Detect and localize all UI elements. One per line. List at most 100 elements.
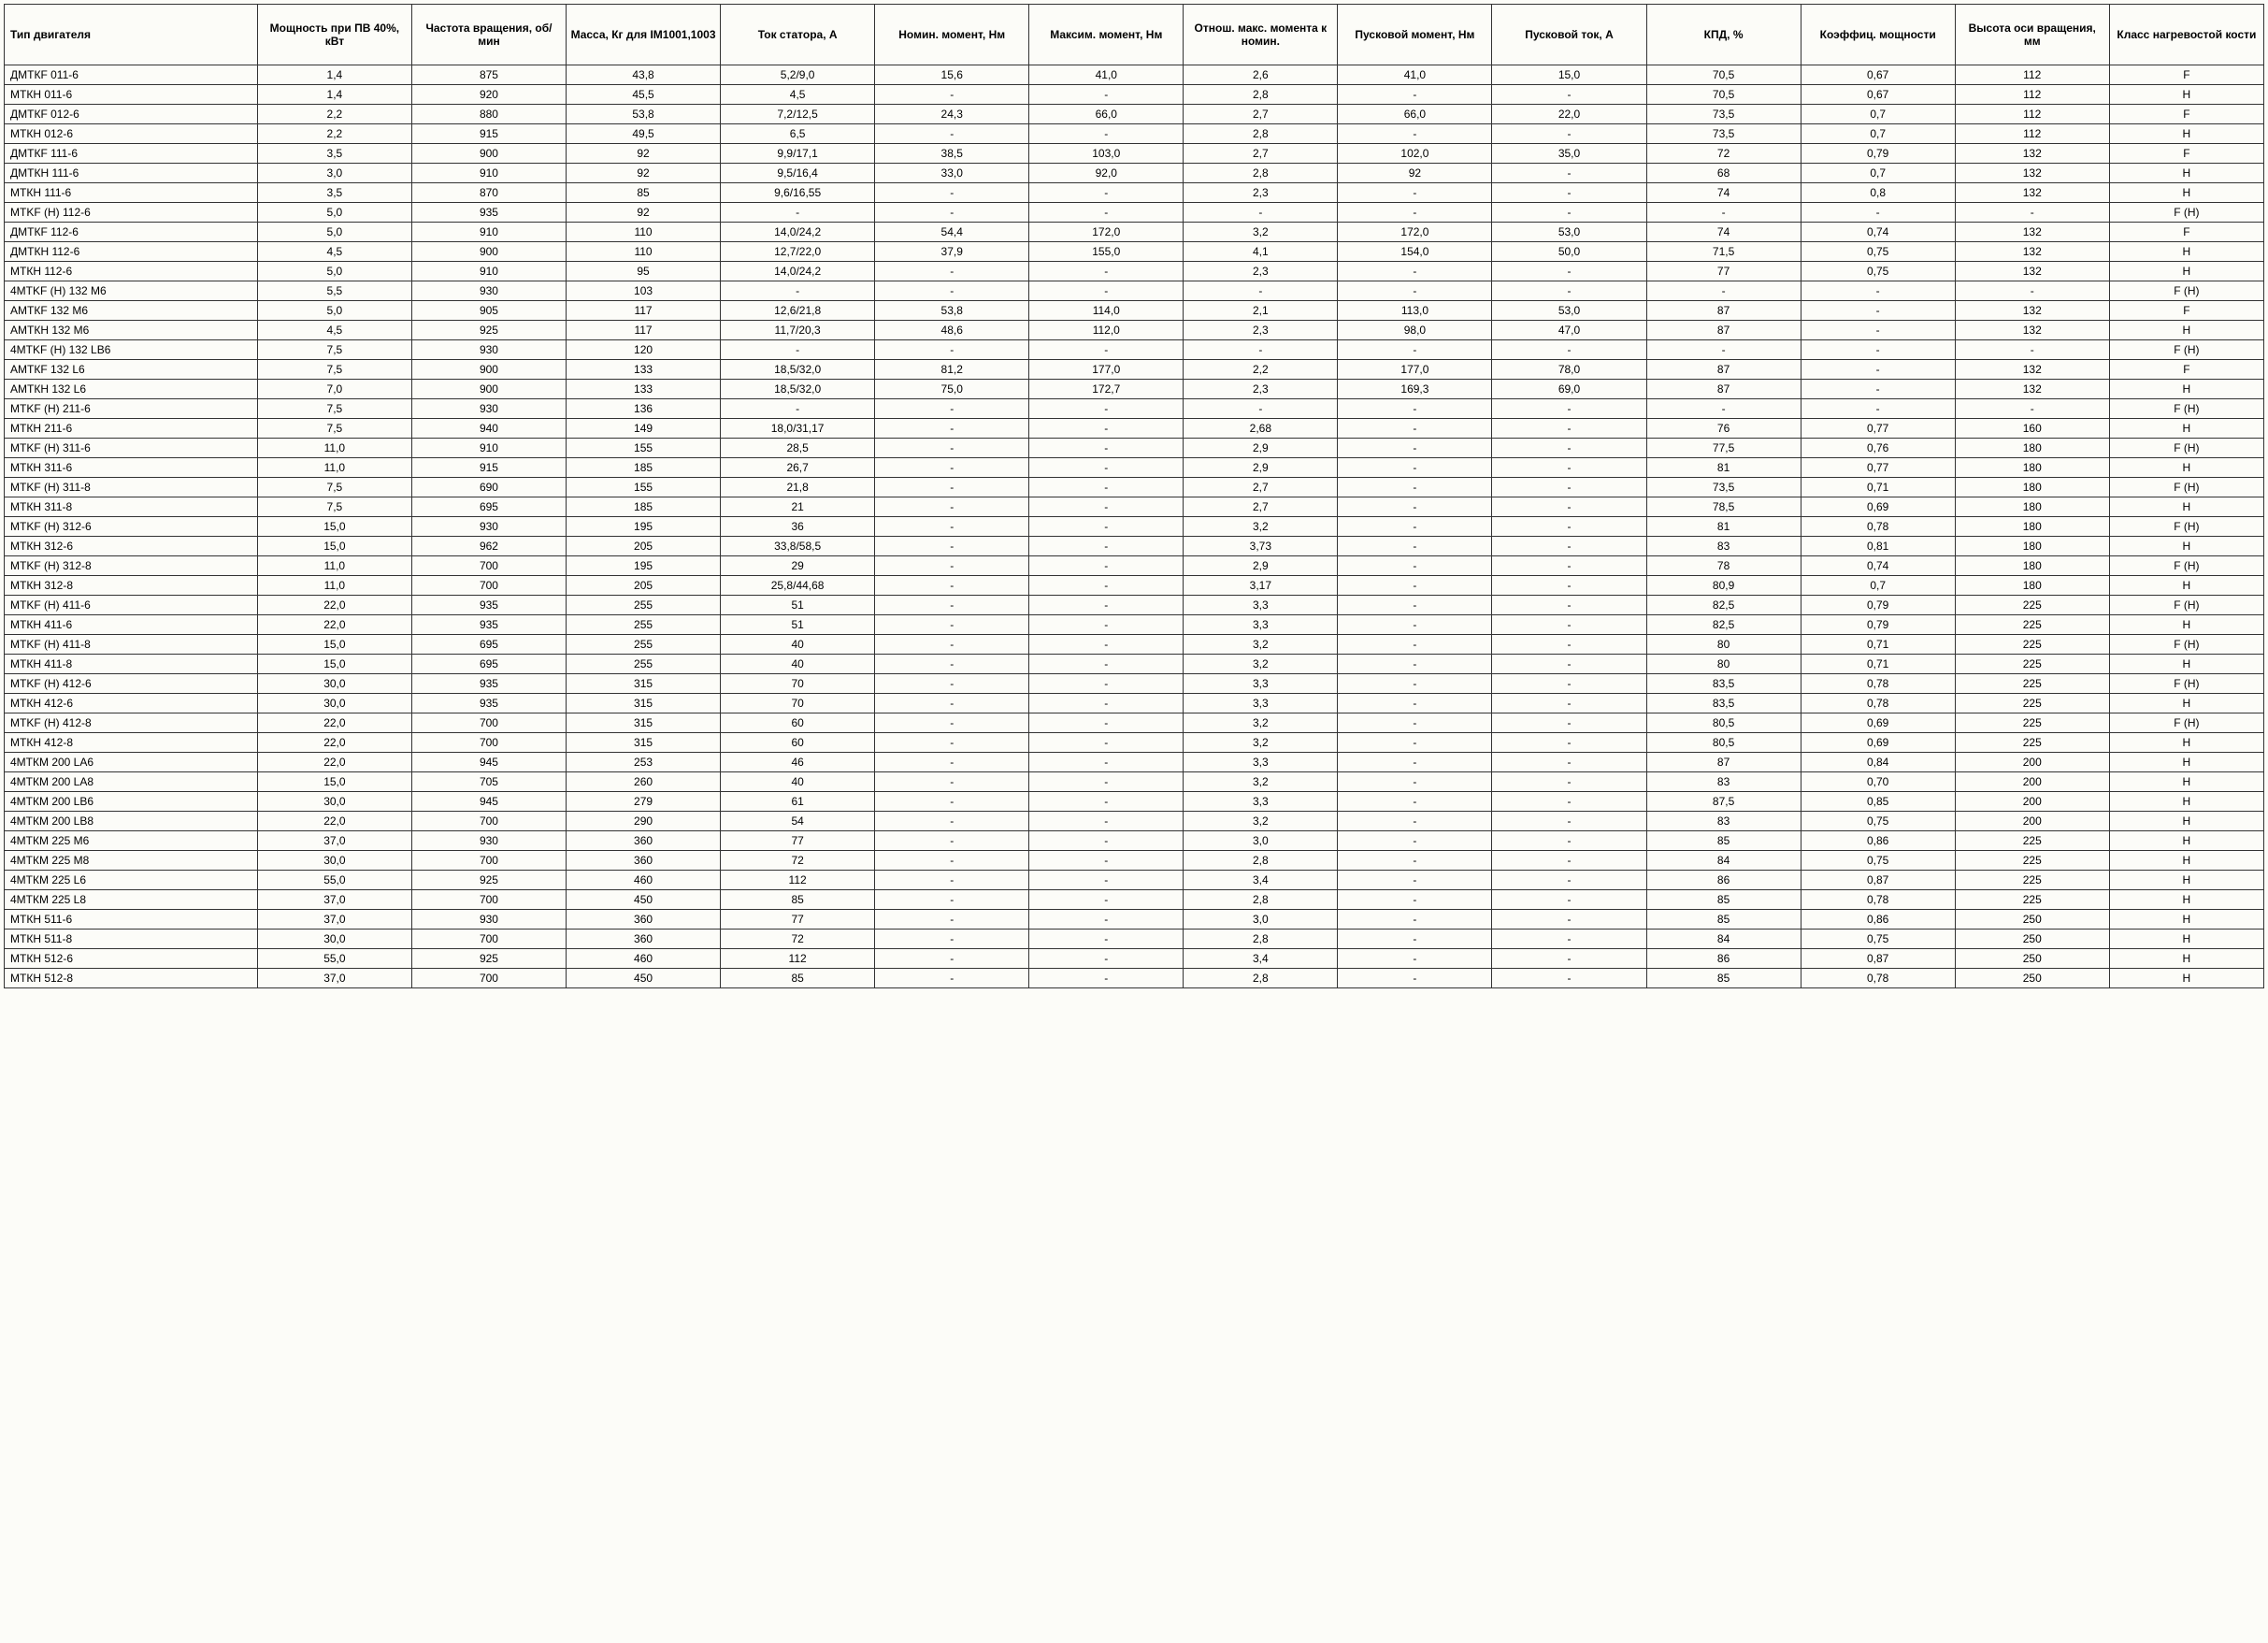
table-cell: 0,84 <box>1801 753 1955 772</box>
table-cell: МТКН 211-6 <box>5 419 258 439</box>
table-cell: 900 <box>411 360 566 380</box>
table-cell: 3,73 <box>1184 537 1338 556</box>
table-cell: 695 <box>411 497 566 517</box>
table-cell: 30,0 <box>257 694 411 713</box>
table-cell: 2,2 <box>1184 360 1338 380</box>
table-row: 4МТКМ 225 M637,093036077--3,0--850,86225… <box>5 831 2264 851</box>
table-cell: - <box>1801 281 1955 301</box>
table-cell: 0,78 <box>1801 890 1955 910</box>
table-cell: - <box>1029 812 1184 831</box>
table-cell: 92,0 <box>1029 164 1184 183</box>
table-cell: H <box>2109 792 2263 812</box>
table-cell: 11,0 <box>257 576 411 596</box>
table-cell: 225 <box>1955 596 2109 615</box>
table-cell: 0,77 <box>1801 458 1955 478</box>
table-cell: 225 <box>1955 655 2109 674</box>
table-cell: 0,78 <box>1801 517 1955 537</box>
table-cell: MTKF (H) 112-6 <box>5 203 258 223</box>
table-cell: 2,3 <box>1184 321 1338 340</box>
table-cell: - <box>1029 655 1184 674</box>
table-cell: ДМТКF 112-6 <box>5 223 258 242</box>
table-cell: 86 <box>1646 871 1801 890</box>
table-cell: - <box>1338 635 1492 655</box>
table-cell: 136 <box>567 399 721 419</box>
table-cell: 82,5 <box>1646 615 1801 635</box>
table-cell: H <box>2109 85 2263 105</box>
table-cell: 22,0 <box>257 812 411 831</box>
table-cell: 3,2 <box>1184 772 1338 792</box>
table-cell: 900 <box>411 242 566 262</box>
table-cell: H <box>2109 812 2263 831</box>
table-cell: 930 <box>411 281 566 301</box>
table-cell: MTKF (H) 411-8 <box>5 635 258 655</box>
column-header: Номин. момент, Нм <box>875 5 1029 65</box>
table-cell: 112 <box>1955 65 2109 85</box>
table-cell: 60 <box>721 733 875 753</box>
table-cell: - <box>875 478 1029 497</box>
table-row: МТКН 311-87,569518521--2,7--78,50,69180H <box>5 497 2264 517</box>
table-cell: - <box>875 733 1029 753</box>
table-cell: 22,0 <box>1492 105 1646 124</box>
table-cell: 225 <box>1955 831 2109 851</box>
table-cell: 177,0 <box>1029 360 1184 380</box>
table-cell: 66,0 <box>1338 105 1492 124</box>
table-cell: 2,8 <box>1184 85 1338 105</box>
table-cell: 6,5 <box>721 124 875 144</box>
table-cell: 900 <box>411 144 566 164</box>
table-cell: 112 <box>1955 124 2109 144</box>
table-row: МТКН 511-830,070036072--2,8--840,75250H <box>5 930 2264 949</box>
table-row: MTKF (H) 412-822,070031560--3,2--80,50,6… <box>5 713 2264 733</box>
table-cell: 200 <box>1955 753 2109 772</box>
table-cell: 132 <box>1955 301 2109 321</box>
table-cell: - <box>875 910 1029 930</box>
table-cell: 1,4 <box>257 85 411 105</box>
table-cell: 132 <box>1955 242 2109 262</box>
table-cell: 2,9 <box>1184 458 1338 478</box>
table-cell: 225 <box>1955 615 2109 635</box>
table-cell: 915 <box>411 458 566 478</box>
table-cell: 250 <box>1955 949 2109 969</box>
table-cell: 3,3 <box>1184 694 1338 713</box>
table-cell: 935 <box>411 674 566 694</box>
table-cell: 225 <box>1955 674 2109 694</box>
table-cell: 3,3 <box>1184 792 1338 812</box>
table-cell: 2,2 <box>257 124 411 144</box>
table-cell: 4МТКМ 225 M6 <box>5 831 258 851</box>
table-cell: 205 <box>567 537 721 556</box>
table-cell: - <box>1492 969 1646 988</box>
table-cell: - <box>875 871 1029 890</box>
table-cell: 53,0 <box>1492 301 1646 321</box>
table-cell: 132 <box>1955 223 2109 242</box>
table-cell: 12,7/22,0 <box>721 242 875 262</box>
table-cell: 15,6 <box>875 65 1029 85</box>
table-cell: 910 <box>411 164 566 183</box>
table-cell: 260 <box>567 772 721 792</box>
table-cell: - <box>875 753 1029 772</box>
table-cell: 85 <box>1646 831 1801 851</box>
table-cell: - <box>1338 890 1492 910</box>
table-cell: 37,9 <box>875 242 1029 262</box>
table-cell: 3,3 <box>1184 674 1338 694</box>
table-cell: 915 <box>411 124 566 144</box>
table-cell: 26,7 <box>721 458 875 478</box>
table-cell: 180 <box>1955 497 2109 517</box>
table-cell: - <box>1492 203 1646 223</box>
table-cell: - <box>1492 753 1646 772</box>
table-cell: - <box>875 439 1029 458</box>
table-cell: 962 <box>411 537 566 556</box>
table-cell: МТКН 012-6 <box>5 124 258 144</box>
table-row: 4MTKF (H) 132 LB67,5930120---------F (H) <box>5 340 2264 360</box>
table-cell: 935 <box>411 203 566 223</box>
table-row: МТКН 011-61,492045,54,5--2,8--70,50,6711… <box>5 85 2264 105</box>
table-cell: 2,3 <box>1184 380 1338 399</box>
table-cell: 0,71 <box>1801 635 1955 655</box>
table-cell: 70,5 <box>1646 65 1801 85</box>
table-cell: 28,5 <box>721 439 875 458</box>
table-cell: 180 <box>1955 537 2109 556</box>
table-cell: 910 <box>411 262 566 281</box>
table-cell: H <box>2109 380 2263 399</box>
table-cell: 185 <box>567 458 721 478</box>
table-cell: МТКН 112-6 <box>5 262 258 281</box>
table-cell: 930 <box>411 399 566 419</box>
table-cell: - <box>1029 85 1184 105</box>
